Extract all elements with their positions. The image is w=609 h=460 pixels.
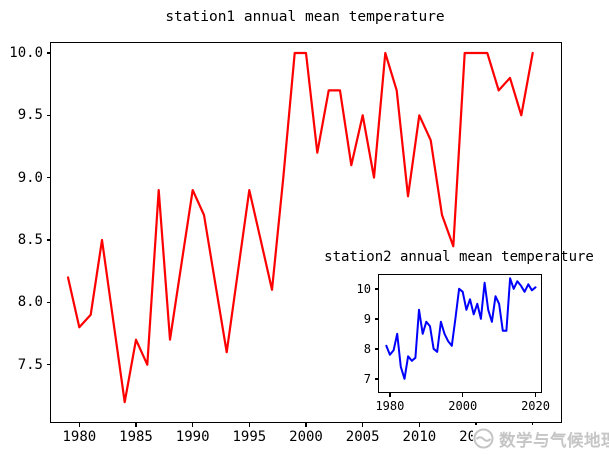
inset-chart-title: station2 annual mean temperature <box>324 249 594 265</box>
main-y-tick-label: 9.0 <box>17 169 43 186</box>
inset-x-tick <box>534 392 537 397</box>
main-x-tick <box>531 422 534 427</box>
main-y-tick <box>46 176 51 179</box>
inset-y-tick-label: 9 <box>363 311 371 326</box>
station1-line <box>66 51 534 404</box>
main-x-tick <box>361 422 364 427</box>
inset-y-tick <box>374 348 379 350</box>
main-x-tick-label: 1995 <box>232 429 267 445</box>
main-y-tick <box>46 114 51 117</box>
main-x-tick <box>135 422 137 427</box>
watermark-text: 数学与气候地理 <box>499 430 609 450</box>
main-x-tick <box>305 422 307 427</box>
inset-y-tick <box>374 318 379 320</box>
station2-line <box>385 277 537 380</box>
inset-plot-area <box>385 277 537 380</box>
inset-y-tick-label: 10 <box>356 281 371 296</box>
main-x-tick <box>248 422 251 427</box>
inset-x-tick-label: 1980 <box>375 399 405 413</box>
main-chart-title: station1 annual mean temperature <box>165 9 445 25</box>
inset-y-tick <box>374 288 379 290</box>
main-y-tick-label: 10.0 <box>9 44 43 61</box>
main-y-tick <box>46 301 51 304</box>
inset-x-tick-label: 2000 <box>448 399 478 413</box>
main-plot-area <box>66 51 534 404</box>
main-y-tick-label: 8.0 <box>17 294 43 311</box>
main-y-tick <box>46 239 51 241</box>
main-y-tick-label: 7.5 <box>17 356 43 373</box>
main-x-tick-label: 2010 <box>402 429 437 445</box>
inset-y-tick-label: 8 <box>363 341 371 356</box>
main-x-tick-label: 1990 <box>175 429 210 445</box>
main-y-tick <box>46 52 51 54</box>
inset-x-tick <box>461 392 464 397</box>
main-x-tick <box>191 422 194 427</box>
main-x-tick <box>418 422 421 427</box>
wave-circle-logo-icon <box>473 428 494 449</box>
main-x-tick-label: 2005 <box>345 429 380 445</box>
main-x-tick <box>475 422 477 427</box>
watermark: 数学与气候地理 <box>473 425 609 452</box>
main-x-tick-label: 2000 <box>289 429 323 445</box>
inset-y-tick-label: 7 <box>363 371 371 386</box>
main-x-tick-label: 1985 <box>119 429 153 445</box>
inset-axes: 1980 2000 2020 7 8 9 10 <box>357 274 550 413</box>
main-x-tick-label: 1980 <box>62 429 97 445</box>
inset-x-tick <box>389 392 391 397</box>
inset-y-tick <box>374 378 379 380</box>
main-y-tick-label: 9.5 <box>17 107 43 124</box>
main-x-tick <box>78 422 81 427</box>
inset-x-tick-label: 2020 <box>521 399 550 413</box>
main-y-tick <box>46 363 51 366</box>
main-y-tick-label: 8.5 <box>17 231 43 248</box>
